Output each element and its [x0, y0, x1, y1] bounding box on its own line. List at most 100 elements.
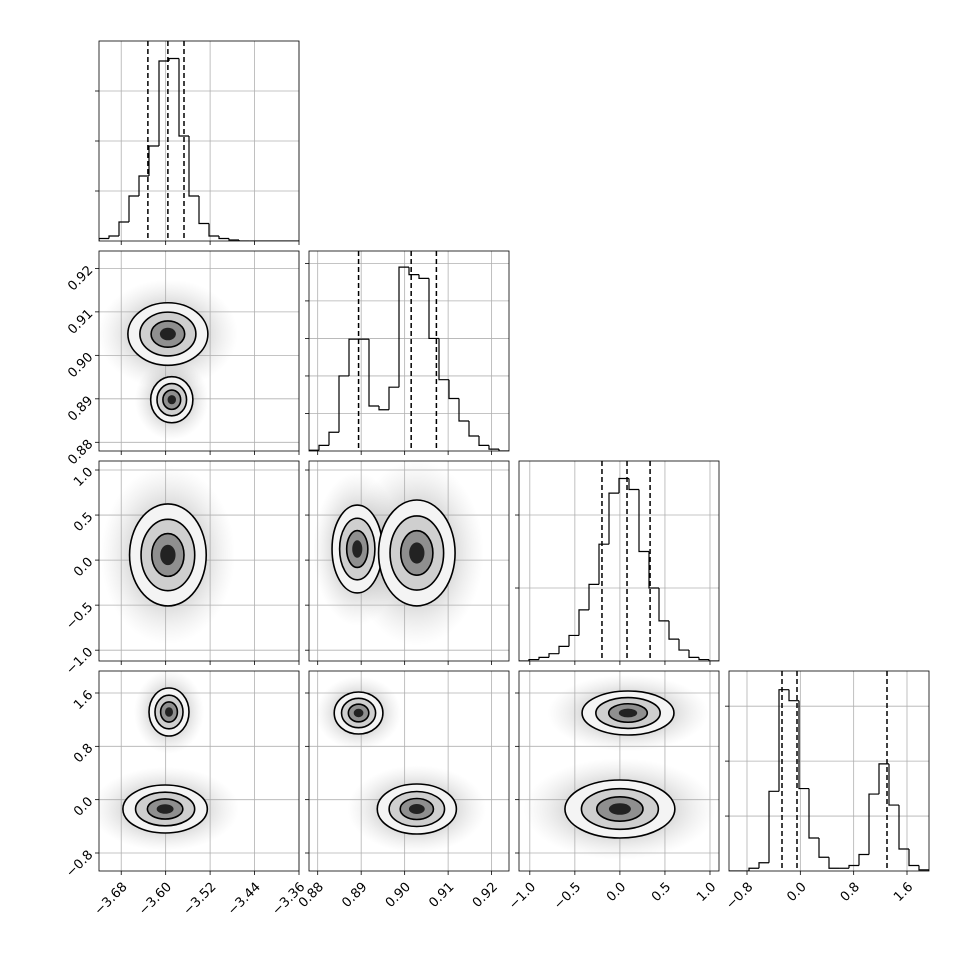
- x-tick-label: −3.52: [181, 880, 220, 919]
- hist-bin: [878, 763, 889, 795]
- y-tick-label: −0.8: [63, 848, 96, 881]
- hist-bin: [808, 788, 819, 839]
- density-core: [608, 803, 631, 815]
- hist-bin: [158, 60, 169, 146]
- density-core: [159, 327, 176, 341]
- panel-frame: [728, 670, 930, 872]
- panel-frame: [518, 670, 720, 872]
- hist-bin: [108, 235, 119, 239]
- density: [100, 465, 235, 645]
- hist-bin: [598, 543, 609, 585]
- hist-bin: [328, 431, 339, 446]
- hist-bin: [178, 58, 189, 137]
- hist-bin: [488, 445, 499, 450]
- y-tick-label: 0.8: [71, 741, 96, 766]
- density-core: [167, 395, 176, 405]
- density-core: [618, 708, 638, 718]
- hist-bin: [828, 857, 839, 869]
- hist-bin: [758, 862, 769, 869]
- hist-bin: [578, 609, 589, 636]
- hist-bin: [458, 398, 469, 422]
- y-tick-label: 1.6: [71, 688, 96, 713]
- y-tick-label: 0.88: [65, 437, 96, 468]
- hist-bin: [678, 639, 689, 651]
- density-core: [353, 708, 364, 718]
- hist-bin: [608, 492, 619, 545]
- x-tick-label: 0.8: [838, 880, 863, 905]
- panel-frame: [308, 250, 510, 452]
- x-tick-label: −1.0: [506, 880, 539, 913]
- hist-bin: [748, 867, 759, 871]
- hist-bin: [478, 435, 489, 446]
- panel-frame: [308, 460, 510, 662]
- y-tick-label: 0.0: [71, 794, 96, 819]
- panel-frame: [308, 670, 510, 872]
- hist-bin: [398, 266, 409, 388]
- hist-bin: [368, 339, 379, 407]
- hist-bin: [498, 449, 509, 451]
- y-tick-label: 0.89: [65, 394, 96, 425]
- hist-bin: [418, 274, 429, 279]
- hist-bin: [768, 790, 779, 863]
- hist-bin: [428, 278, 439, 340]
- y-tick-label: −0.5: [63, 600, 96, 633]
- hist-bin: [628, 478, 639, 491]
- y-tick-label: 0.5: [71, 510, 96, 535]
- density-core: [160, 544, 176, 566]
- hist-bin: [128, 195, 139, 222]
- density: [99, 671, 239, 851]
- hist-bin: [698, 657, 709, 661]
- hist-bin: [648, 551, 659, 589]
- hist-bin: [388, 386, 399, 410]
- panel-frame: [98, 250, 300, 452]
- hist-bin: [408, 267, 419, 276]
- hist-bin: [658, 588, 669, 622]
- x-tick-label: 0.91: [426, 880, 457, 911]
- x-tick-label: 0.90: [383, 880, 414, 911]
- hist-bin: [338, 375, 349, 433]
- y-tick-label: 0.91: [65, 307, 96, 338]
- hist-bin: [318, 444, 329, 451]
- hist-bin: [868, 793, 879, 855]
- x-tick-label: 0.5: [649, 880, 674, 905]
- hist-bin: [688, 650, 699, 658]
- hist-bin: [198, 196, 209, 225]
- hist-bin: [788, 689, 799, 702]
- x-tick-label: −3.68: [92, 880, 131, 919]
- density: [315, 676, 487, 853]
- density-core: [408, 804, 425, 814]
- hist-bin: [118, 221, 129, 236]
- hist-bin: [348, 338, 359, 376]
- y-tick-label: −1.0: [63, 645, 96, 678]
- density-core: [156, 804, 174, 814]
- hist-bin: [208, 223, 219, 237]
- hist-bin: [188, 136, 199, 197]
- hist-bin: [99, 237, 109, 241]
- hist-bin: [848, 864, 859, 869]
- y-tick-label: 0.90: [65, 350, 96, 381]
- hist-bin: [818, 838, 829, 858]
- hist-bin: [638, 489, 649, 553]
- hist-bin: [309, 449, 319, 451]
- hist-bin: [618, 477, 629, 494]
- x-tick-label: −0.5: [551, 880, 584, 913]
- y-tick-label: 0.92: [65, 263, 96, 294]
- hist-bin: [138, 175, 149, 196]
- x-tick-label: 0.0: [784, 880, 809, 905]
- hist-bin: [888, 763, 899, 806]
- density-core: [165, 707, 173, 717]
- panel-frame: [518, 460, 720, 662]
- hist-bin: [378, 405, 389, 411]
- hist-bin: [568, 634, 579, 647]
- x-tick-label: 0.89: [339, 880, 370, 911]
- density-core: [352, 540, 363, 558]
- density: [313, 461, 484, 646]
- hist-bin: [908, 849, 919, 867]
- x-tick-label: −3.60: [136, 880, 175, 919]
- x-tick-label: 0.0: [604, 880, 629, 905]
- hist-bin: [538, 656, 549, 660]
- density-core: [409, 542, 425, 564]
- hist-bin: [588, 583, 599, 610]
